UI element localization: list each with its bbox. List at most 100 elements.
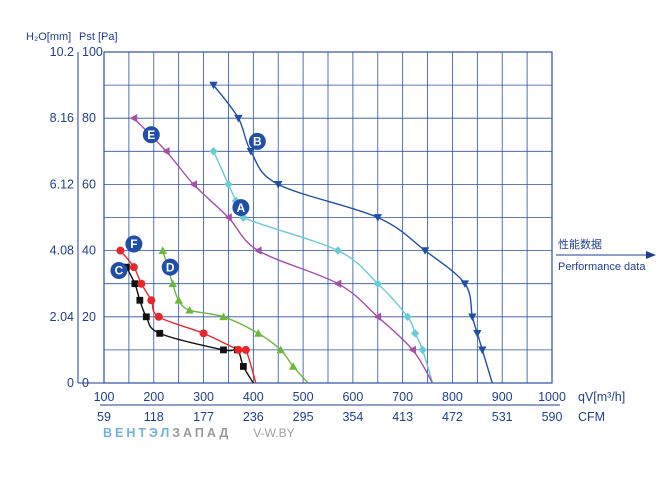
legend-line1: 性能数据 <box>558 237 602 251</box>
series-E-badge <box>142 126 160 144</box>
data-point <box>234 114 243 123</box>
legend-arrow-head <box>646 251 656 259</box>
data-point <box>373 214 382 222</box>
data-point <box>199 329 208 338</box>
data-point <box>129 114 138 123</box>
x-tick-cfm: 118 <box>144 410 164 424</box>
y-tick-pa: 100 <box>82 45 103 59</box>
x-tick-cfm: 295 <box>293 410 314 424</box>
y-tick-mm: 6.12 <box>50 177 74 191</box>
data-point <box>219 312 228 321</box>
data-point <box>189 180 197 189</box>
data-point <box>274 181 283 189</box>
y-tick-pa: 20 <box>82 310 96 324</box>
left-axis-title: H₂O[mm] <box>26 31 71 43</box>
x-tick-m3h: 100 <box>94 390 115 404</box>
series-D-badge-label: D <box>166 260 175 274</box>
data-point <box>220 346 227 354</box>
series-F-badge-label: F <box>130 237 137 251</box>
data-point <box>209 81 218 90</box>
data-point <box>254 246 262 255</box>
x-tick-cfm: 531 <box>492 410 513 424</box>
watermark-brand-part2: ЗАПАД <box>172 426 232 440</box>
series-markers <box>116 81 487 370</box>
data-point <box>209 147 218 156</box>
right-axis-title: Pst [Pa] <box>79 31 118 43</box>
data-point <box>168 279 177 288</box>
watermark: ВЕНТЭЛЗАПАД V-W.BY <box>103 426 295 440</box>
series-C-line <box>125 266 254 384</box>
series-B-badge <box>248 132 266 150</box>
y-tick-mm: 4.08 <box>50 244 74 258</box>
series-B-badge-label: B <box>253 135 262 149</box>
series-A-badge-label: A <box>237 201 246 215</box>
data-point <box>288 362 298 370</box>
series-D-badge <box>161 258 179 276</box>
x-tick-cfm: 413 <box>392 410 413 424</box>
legend: 性能数据 Performance data <box>556 237 656 273</box>
y-tick-mm: 0 <box>67 376 74 390</box>
data-point <box>333 246 343 255</box>
x-tick-m3h: 600 <box>342 390 363 404</box>
x-tick-cfm: 236 <box>243 410 264 424</box>
data-point <box>156 329 164 337</box>
x-tick-cfm: 59 <box>97 410 111 424</box>
data-point <box>276 345 285 354</box>
y-tick-mm: 2.04 <box>50 310 74 324</box>
axis-ticks: 00 20 2.04 40 4.08 60 6.12 80 8.16 100 10.2 100 59 20… <box>50 45 566 424</box>
watermark-brand-part1: ВЕНТЭЛ <box>103 426 173 440</box>
x-tick-cfm: 590 <box>542 410 563 424</box>
data-point <box>136 296 144 304</box>
data-point <box>234 345 243 354</box>
data-point <box>408 345 416 355</box>
data-point <box>224 213 232 222</box>
data-point <box>239 213 248 222</box>
data-point <box>418 345 427 355</box>
legend-line2: Performance data <box>558 261 646 273</box>
data-point <box>473 329 482 338</box>
x-tick-m3h: 200 <box>143 390 164 404</box>
data-point <box>147 296 156 305</box>
series-curves <box>119 84 493 384</box>
watermark-site: V-W.BY <box>253 426 295 440</box>
data-point <box>116 246 125 255</box>
data-point <box>137 279 146 288</box>
data-point <box>333 279 342 288</box>
series-C-badge <box>110 261 128 279</box>
series-labels: A B C D E F <box>110 126 266 279</box>
data-point <box>174 296 183 304</box>
data-point <box>154 312 163 321</box>
y-tick-pa: 40 <box>82 244 96 258</box>
data-point <box>241 345 250 354</box>
series-C-badge-label: C <box>115 264 124 278</box>
x-tick-m3h: 700 <box>392 390 413 404</box>
series-F-badge <box>125 235 143 253</box>
plot-border <box>103 51 553 384</box>
data-point <box>239 363 247 370</box>
x-axis-label-m3h: qV[m³/h] <box>578 390 625 404</box>
x-axis-label-cfm: CFM <box>578 410 605 424</box>
data-point <box>162 147 170 156</box>
data-point <box>185 305 194 314</box>
x-tick-m3h: 800 <box>442 390 463 404</box>
y-tick-mm: 10.2 <box>50 45 74 59</box>
data-point <box>403 312 412 321</box>
x-tick-m3h: 1000 <box>538 390 566 404</box>
data-point <box>478 346 487 355</box>
data-point <box>246 147 256 156</box>
x-tick-m3h: 300 <box>193 390 214 404</box>
x-tick-m3h: 500 <box>293 390 314 404</box>
data-point <box>224 180 233 189</box>
x-tick-m3h: 900 <box>492 390 513 404</box>
data-point <box>254 329 263 337</box>
data-point <box>410 329 420 338</box>
series-A-badge <box>232 199 250 217</box>
y-tick-mm: 8.16 <box>50 111 74 125</box>
grid <box>104 52 552 383</box>
data-point <box>158 246 167 254</box>
series-A-line <box>212 151 434 384</box>
series-E-badge-label: E <box>147 128 155 142</box>
data-point <box>131 280 139 288</box>
data-point <box>420 247 430 255</box>
